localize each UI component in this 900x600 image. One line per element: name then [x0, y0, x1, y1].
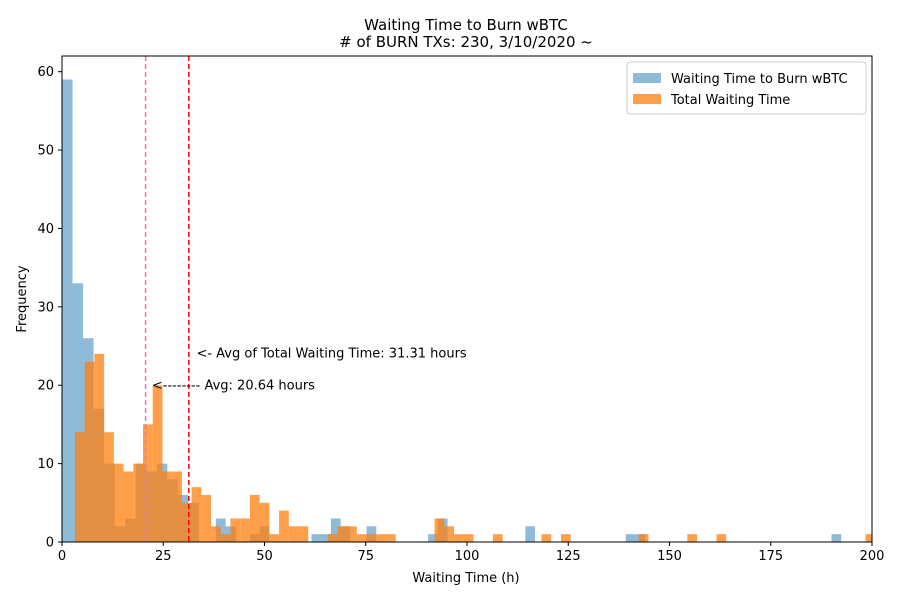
y-tick-label: 40 — [37, 222, 54, 237]
histogram-bar — [865, 534, 872, 542]
histogram-bar — [386, 534, 396, 542]
y-tick-label: 10 — [37, 457, 54, 472]
x-tick-label: 200 — [860, 549, 885, 564]
histogram-bar — [444, 526, 455, 542]
x-tick-label: 25 — [155, 549, 172, 564]
histogram-bar — [240, 518, 250, 542]
y-tick-label: 60 — [37, 65, 54, 80]
legend-label: Total Waiting Time — [670, 93, 790, 108]
histogram-bar — [123, 471, 134, 542]
histogram-bar — [366, 526, 377, 542]
histogram-bar — [259, 502, 270, 542]
histogram-bar — [541, 534, 552, 542]
histogram-bar — [463, 534, 474, 542]
histogram-bar — [201, 494, 212, 542]
chart-subtitle: # of BURN TXs: 230, 3/10/2020 ~ — [339, 33, 593, 51]
annotations: <- Avg of Total Waiting Time: 31.31 hour… — [152, 346, 467, 393]
histogram-bar — [330, 518, 341, 542]
axes-frame — [61, 55, 873, 543]
histogram-bar — [560, 534, 571, 542]
histogram-bar — [104, 432, 114, 542]
x-axis-label: Waiting Time (h) — [412, 571, 519, 586]
x-tick-label: 125 — [556, 549, 581, 564]
histogram-bar — [434, 518, 445, 542]
histogram-bar — [113, 463, 124, 542]
histogram-bar — [356, 534, 367, 542]
plot-area — [62, 56, 872, 542]
y-tick-label: 20 — [37, 379, 54, 394]
histogram-bar — [347, 526, 357, 542]
histogram-bar — [181, 502, 192, 542]
x-tick-label: 100 — [455, 549, 480, 564]
histogram-bar — [321, 534, 331, 542]
histogram-bar — [298, 526, 309, 542]
histogram-bar — [337, 526, 348, 542]
histogram-bar — [62, 79, 73, 542]
histogram-bar — [94, 353, 105, 542]
x-tick-label: 75 — [357, 549, 374, 564]
histogram-bar — [311, 534, 322, 542]
legend-swatch — [633, 94, 661, 104]
histogram-bar — [133, 463, 143, 542]
legend-box — [626, 61, 867, 115]
histogram-bar — [72, 283, 84, 542]
histogram-bar — [152, 385, 163, 542]
histogram-bar — [525, 526, 536, 542]
histogram-bar — [687, 534, 698, 542]
histogram-bar — [74, 432, 85, 542]
histogram-bar — [172, 471, 182, 542]
histogram-bar — [428, 534, 438, 542]
y-tick-label: 50 — [37, 144, 54, 159]
histogram-bar — [454, 534, 464, 542]
legend-swatch — [633, 73, 661, 83]
histogram-bar — [162, 471, 173, 542]
series-2 — [74, 353, 872, 542]
y-tick-label: 0 — [46, 536, 54, 551]
x-tick-label: 0 — [58, 549, 66, 564]
histogram-bar — [279, 510, 289, 542]
histogram-bar — [625, 534, 636, 542]
histogram-bar — [211, 526, 221, 542]
histogram-bar — [230, 518, 241, 542]
histogram-bar — [269, 534, 280, 542]
histogram-bar — [220, 534, 231, 542]
histogram-bar — [492, 534, 503, 542]
x-tick-label: 150 — [657, 549, 682, 564]
axes: 0 25 50 75 100 125 150 175 200 0 10 20 30 40 50 60 — [37, 55, 885, 564]
histogram-bar — [84, 361, 95, 542]
histogram-bar — [376, 534, 386, 542]
histogram-bar — [288, 526, 299, 542]
y-tick-label: 30 — [37, 300, 54, 315]
histogram-bar — [638, 534, 649, 542]
histogram-bar — [366, 534, 377, 542]
histogram-bar — [716, 534, 727, 542]
x-tick-label: 175 — [758, 549, 783, 564]
annotation-burn-avg: <-------- Avg: 20.64 hours — [152, 378, 315, 393]
histogram-bar — [249, 494, 260, 542]
x-tick-label: 50 — [256, 549, 273, 564]
legend-label: Waiting Time to Burn wBTC — [671, 72, 848, 87]
annotation-total-avg: <- Avg of Total Waiting Time: 31.31 hour… — [196, 346, 466, 361]
histogram-bar — [327, 534, 338, 542]
chart-title: Waiting Time to Burn wBTC — [364, 16, 568, 34]
legend: Waiting Time to Burn wBTC Total Waiting T… — [626, 61, 867, 115]
histogram-bar — [143, 424, 153, 542]
histogram-bar — [191, 487, 202, 542]
histogram-bar — [831, 534, 842, 542]
y-axis-label: Frequency — [15, 265, 30, 332]
